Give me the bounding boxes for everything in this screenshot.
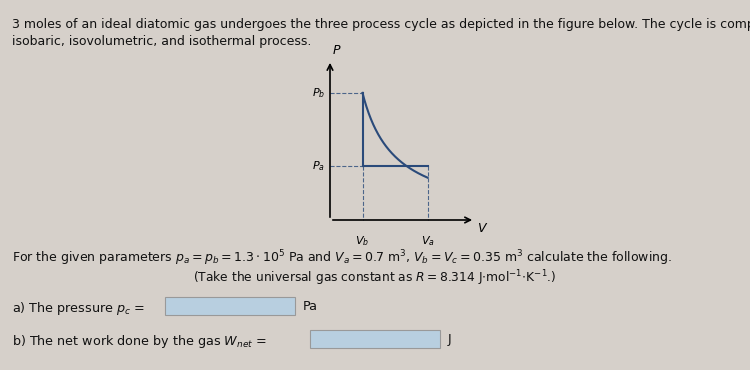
Text: isobaric, isovolumetric, and isothermal process.: isobaric, isovolumetric, and isothermal … <box>12 35 311 48</box>
Text: Pa: Pa <box>303 300 318 313</box>
Bar <box>310 330 440 348</box>
Text: P: P <box>333 44 340 57</box>
Text: J: J <box>448 333 452 346</box>
Text: a) The pressure $p_c$ =: a) The pressure $p_c$ = <box>12 300 145 317</box>
Text: $V_b$: $V_b$ <box>356 234 370 248</box>
Text: b) The net work done by the gas $W_{net}$ =: b) The net work done by the gas $W_{net}… <box>12 333 267 350</box>
Text: $P_a$: $P_a$ <box>312 159 325 173</box>
Text: $V_a$: $V_a$ <box>421 234 434 248</box>
Text: V: V <box>477 222 485 235</box>
Text: $P_b$: $P_b$ <box>312 86 325 100</box>
Text: For the given parameters $p_a=p_b=1.3\cdot10^5$ Pa and $V_a=0.7$ m$^3$, $V_b=V_c: For the given parameters $p_a=p_b=1.3\cd… <box>12 248 672 268</box>
Text: 3 moles of an ideal diatomic gas undergoes the three process cycle as depicted i: 3 moles of an ideal diatomic gas undergo… <box>12 18 750 31</box>
Bar <box>165 297 295 315</box>
Text: (Take the universal gas constant as $R=8.314\ \mathrm{J{\cdot}mol^{-1}{\cdot}K^{: (Take the universal gas constant as $R=8… <box>194 268 556 287</box>
